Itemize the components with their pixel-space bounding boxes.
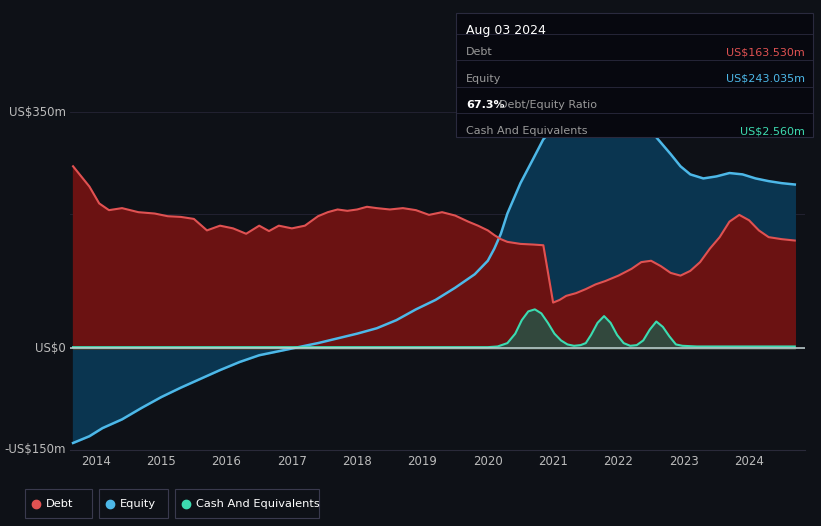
Text: Equity: Equity (120, 499, 156, 509)
Text: US$163.530m: US$163.530m (726, 47, 805, 57)
Text: Cash And Equivalents: Cash And Equivalents (196, 499, 320, 509)
Text: Debt/Equity Ratio: Debt/Equity Ratio (499, 100, 597, 110)
Text: US$0: US$0 (35, 342, 67, 355)
Text: US$350m: US$350m (9, 106, 67, 119)
Text: US$243.035m: US$243.035m (726, 74, 805, 84)
Text: Cash And Equivalents: Cash And Equivalents (466, 126, 588, 136)
Text: -US$150m: -US$150m (5, 443, 67, 456)
Text: 67.3%: 67.3% (466, 100, 505, 110)
Text: Debt: Debt (466, 47, 493, 57)
Text: Aug 03 2024: Aug 03 2024 (466, 24, 546, 37)
Text: Debt: Debt (46, 499, 73, 509)
Text: Equity: Equity (466, 74, 502, 84)
Text: US$2.560m: US$2.560m (740, 126, 805, 136)
